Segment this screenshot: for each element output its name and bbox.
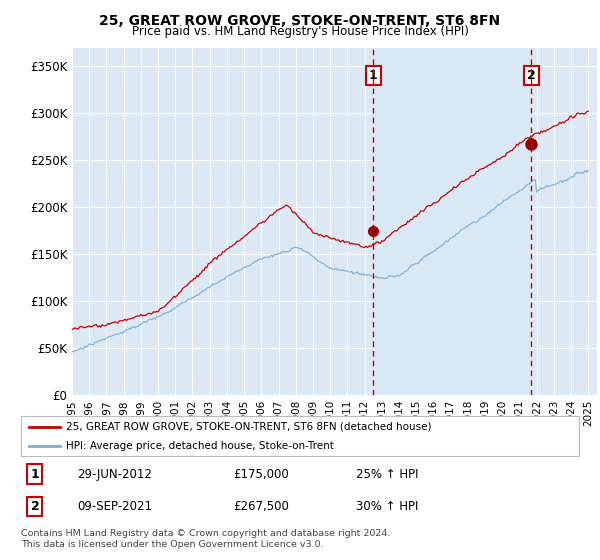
Text: 2: 2 (527, 69, 535, 82)
Bar (373, 48, 531, 395)
Text: HPI: Average price, detached house, Stoke-on-Trent: HPI: Average price, detached house, Stok… (65, 441, 334, 451)
Text: 1: 1 (369, 69, 377, 82)
Text: £267,500: £267,500 (233, 500, 289, 513)
Text: Contains HM Land Registry data © Crown copyright and database right 2024.
This d: Contains HM Land Registry data © Crown c… (21, 529, 391, 549)
Text: 2: 2 (31, 500, 40, 513)
Text: 1: 1 (31, 468, 40, 480)
Text: 29-JUN-2012: 29-JUN-2012 (77, 468, 152, 480)
Text: 25, GREAT ROW GROVE, STOKE-ON-TRENT, ST6 8FN (detached house): 25, GREAT ROW GROVE, STOKE-ON-TRENT, ST6… (65, 422, 431, 432)
Text: Price paid vs. HM Land Registry's House Price Index (HPI): Price paid vs. HM Land Registry's House … (131, 25, 469, 38)
Text: 09-SEP-2021: 09-SEP-2021 (77, 500, 152, 513)
Text: £175,000: £175,000 (233, 468, 289, 480)
Text: 30% ↑ HPI: 30% ↑ HPI (356, 500, 418, 513)
Text: 25% ↑ HPI: 25% ↑ HPI (356, 468, 418, 480)
Text: 25, GREAT ROW GROVE, STOKE-ON-TRENT, ST6 8FN: 25, GREAT ROW GROVE, STOKE-ON-TRENT, ST6… (100, 14, 500, 28)
